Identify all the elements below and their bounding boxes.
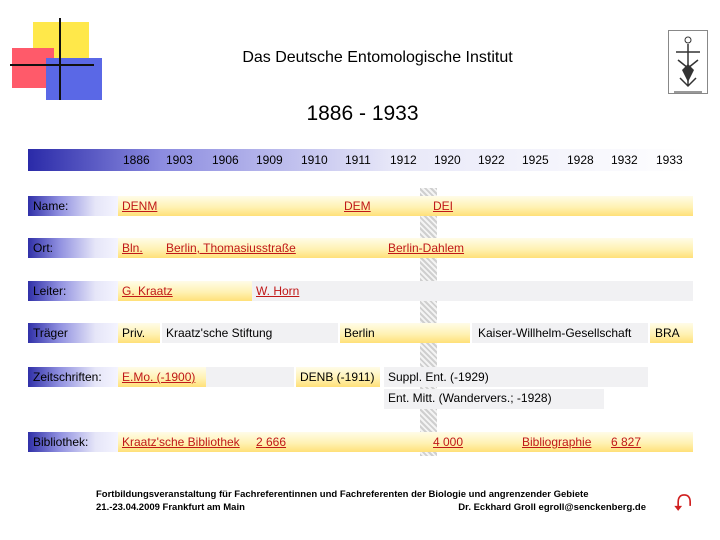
year-label: 1920 [434, 153, 461, 167]
year-label: 1886 [123, 153, 150, 167]
row-label-bar [28, 432, 118, 452]
cell-traeger-berlin: Berlin [344, 326, 375, 340]
year-label: 1903 [166, 153, 193, 167]
year-header-bar [28, 149, 694, 171]
cell-bibliothek-2666[interactable]: 2 666 [256, 435, 287, 449]
footer-author: Dr. Eckhard Groll egroll@senckenberg.de [458, 502, 646, 513]
row-bar-zeitschriften-2 [206, 367, 294, 387]
row-bar-name [118, 196, 693, 216]
cell-traeger-kwg: Kaiser-Willhelm-Gesellschaft [478, 326, 632, 340]
row-bar-zeitschriften-3 [296, 367, 380, 387]
row-label-traeger: Träger [33, 326, 68, 340]
cell-zeitschriften-suppl: Suppl. Ent. (-1929) [388, 370, 489, 384]
year-label: 1911 [345, 153, 371, 167]
row-label-leiter: Leiter: [33, 284, 67, 298]
cell-leiter-horn[interactable]: W. Horn [256, 284, 300, 298]
hatched-divider [420, 188, 437, 456]
cell-traeger-bra: BRA [655, 326, 680, 340]
year-label: 1925 [522, 153, 549, 167]
cell-ort-thomasius[interactable]: Berlin, Thomasiusstraße [166, 241, 296, 255]
return-arrow-icon[interactable]: ⮌ [670, 492, 698, 513]
footer-line1: Fortbildungsveranstaltung für Fachrefere… [96, 489, 589, 500]
row-bar-ort-3 [384, 238, 693, 258]
row-label-name: Name: [33, 199, 69, 213]
logo-line-horizontal [10, 64, 94, 66]
row-label-ort: Ort: [33, 241, 53, 255]
row-label-bar [28, 281, 118, 301]
row-bar-traeger-4 [472, 323, 648, 343]
row-label-zeitschriften: Zeitschriften: [33, 370, 102, 384]
year-label: 1909 [256, 153, 283, 167]
entomology-emblem-icon [668, 30, 708, 94]
logo-line-vertical [59, 18, 61, 100]
row-label-bar [28, 238, 118, 258]
cell-zeitschriften-entmitt: Ent. Mitt. (Wandervers.; -1928) [388, 391, 552, 405]
row-bar-zeitschriften-4 [384, 367, 648, 387]
cell-traeger-priv: Priv. [122, 326, 146, 340]
cell-ort-dahlem[interactable]: Berlin-Dahlem [388, 241, 465, 255]
year-label: 1906 [212, 153, 239, 167]
row-bar-ort-2 [162, 238, 384, 258]
cell-zeitschriften-emo[interactable]: E.Mo. (-1900) [122, 370, 196, 384]
cell-name-dei[interactable]: DEI [433, 199, 454, 213]
year-label: 1910 [301, 153, 328, 167]
cell-zeitschriften-denb: DENB (-1911) [300, 370, 375, 384]
footer-line2: 21.-23.04.2009 Frankfurt am Main Dr. Eck… [96, 501, 646, 514]
row-bar-bibliothek [118, 432, 693, 452]
year-label: 1928 [567, 153, 594, 167]
cell-bibliothek-kraatz[interactable]: Kraatz'sche Bibliothek [122, 435, 240, 449]
footer-date-place: 21.-23.04.2009 Frankfurt am Main [96, 502, 245, 513]
row-bar-traeger-2 [162, 323, 338, 343]
cell-bibliothek-4000[interactable]: 4 000 [433, 435, 464, 449]
row-bar-traeger-1 [118, 323, 160, 343]
year-label: 1922 [478, 153, 505, 167]
cell-bibliothek-6827[interactable]: 6 827 [611, 435, 642, 449]
row-label-bar [28, 323, 118, 343]
row-label-bar [28, 196, 118, 216]
row-label-bibliothek: Bibliothek: [33, 435, 89, 449]
row-label-bar [28, 367, 118, 387]
row-bar-ort-1 [118, 238, 162, 258]
page-title: Das Deutsche Entomologische Institut [242, 49, 513, 66]
cell-bibliothek-bibliographie[interactable]: Bibliographie [522, 435, 592, 449]
year-label: 1912 [390, 153, 417, 167]
cell-traeger-stiftung: Kraatz'sche Stiftung [166, 326, 273, 340]
period-heading: 1886 - 1933 [306, 102, 419, 125]
row-bar-traeger-5 [650, 323, 693, 343]
cell-ort-bln[interactable]: Bln. [122, 241, 143, 255]
year-label: 1932 [611, 153, 638, 167]
cell-name-denm[interactable]: DENM [122, 199, 158, 213]
cell-leiter-kraatz[interactable]: G. Kraatz [122, 284, 173, 298]
row-bar-leiter-1 [118, 281, 252, 301]
row-bar-traeger-3 [340, 323, 470, 343]
year-label: 1933 [656, 153, 683, 167]
footer: Fortbildungsveranstaltung für Fachrefere… [96, 488, 646, 514]
row-bar-zeitschriften-5 [384, 389, 604, 409]
row-bar-leiter-2 [252, 281, 693, 301]
row-bar-zeitschriften-1 [118, 367, 206, 387]
cell-name-dem[interactable]: DEM [344, 199, 371, 213]
